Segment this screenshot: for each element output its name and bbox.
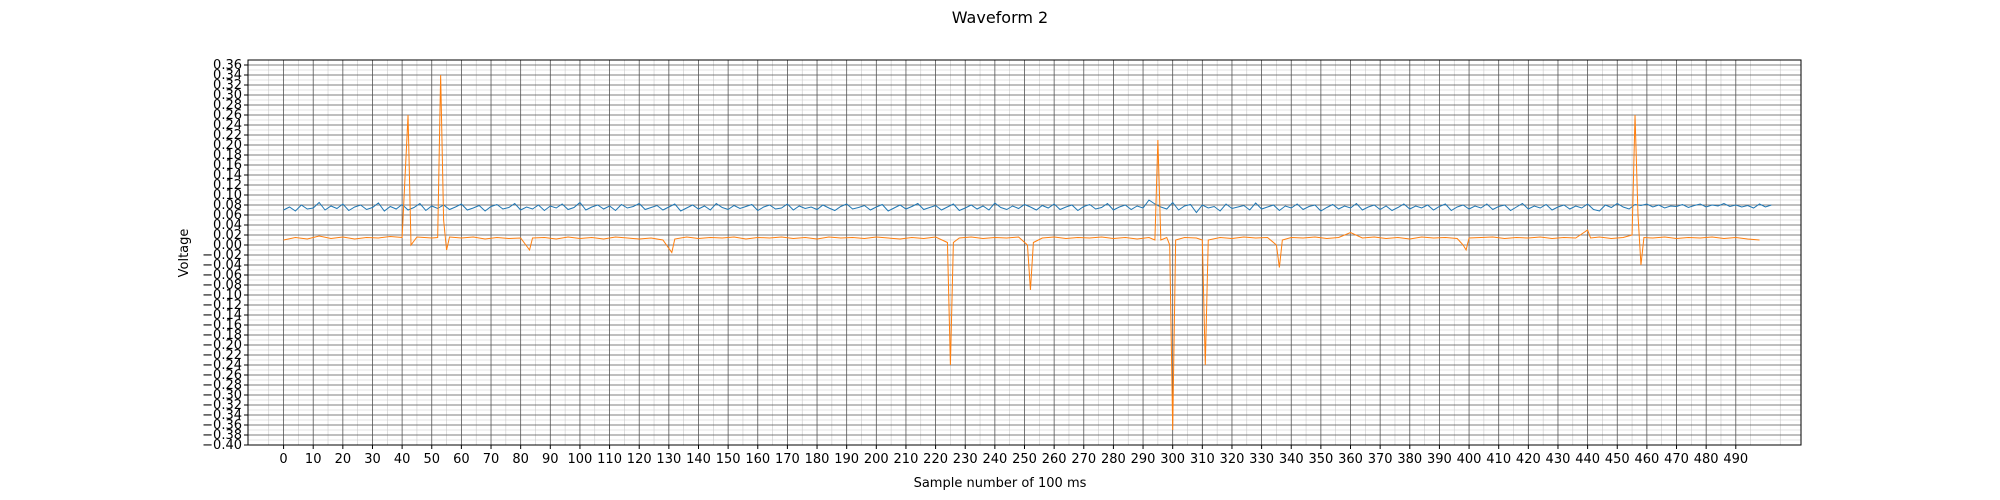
chart-title: Waveform 2 xyxy=(952,8,1048,27)
y-tick-label: 0.28 xyxy=(213,98,242,113)
x-tick-label: 410 xyxy=(1486,452,1511,467)
y-tick-label: −0.36 xyxy=(202,418,242,433)
x-tick-label: 40 xyxy=(394,452,411,467)
x-axis-label: Sample number of 100 ms xyxy=(914,476,1087,491)
y-tick-label: 0.34 xyxy=(213,68,242,83)
y-tick-label: −0.26 xyxy=(202,368,242,383)
x-tick-label: 460 xyxy=(1634,452,1659,467)
y-tick-label: 0.32 xyxy=(213,78,242,93)
y-tick-label: 0.20 xyxy=(213,138,242,153)
x-tick-label: 90 xyxy=(542,452,559,467)
x-tick-label: 230 xyxy=(953,452,978,467)
x-tick-label: 190 xyxy=(834,452,859,467)
x-tick-label: 240 xyxy=(982,452,1007,467)
y-tick-label: −0.06 xyxy=(202,268,242,283)
y-tick-label: −0.38 xyxy=(202,428,242,443)
series-line-series-2 xyxy=(283,74,1760,431)
y-tick-label: 0.36 xyxy=(213,58,242,73)
x-tick-label: 160 xyxy=(745,452,770,467)
x-tick-label: 30 xyxy=(364,452,381,467)
x-tick-label: 250 xyxy=(1012,452,1037,467)
y-tick-label: 0.00 xyxy=(213,238,242,253)
y-tick-label: 0.16 xyxy=(213,158,242,173)
x-tick-label: 290 xyxy=(1131,452,1156,467)
y-tick-label: −0.16 xyxy=(202,318,242,333)
x-tick-label: 300 xyxy=(1160,452,1185,467)
x-tick-label: 490 xyxy=(1723,452,1748,467)
x-tick-label: 80 xyxy=(512,452,529,467)
y-tick-label: 0.02 xyxy=(213,228,242,243)
x-tick-label: 200 xyxy=(864,452,889,467)
x-tick-label: 370 xyxy=(1368,452,1393,467)
x-tick-label: 360 xyxy=(1338,452,1363,467)
x-tick-label: 0 xyxy=(279,452,287,467)
y-tick-label: −0.08 xyxy=(202,278,242,293)
y-tick-label: −0.02 xyxy=(202,248,242,263)
y-tick-label: −0.10 xyxy=(202,288,242,303)
y-tick-label: 0.04 xyxy=(213,218,242,233)
series-layer xyxy=(283,74,1772,431)
grid xyxy=(248,59,1801,446)
y-tick-label: 0.10 xyxy=(213,188,242,203)
y-tick-label: −0.30 xyxy=(202,388,242,403)
x-tick-label: 310 xyxy=(1190,452,1215,467)
y-tick-label: 0.14 xyxy=(213,168,242,183)
x-tick-label: 280 xyxy=(1101,452,1126,467)
x-tick-label: 470 xyxy=(1664,452,1689,467)
x-tick-label: 10 xyxy=(305,452,322,467)
x-tick-label: 320 xyxy=(1220,452,1245,467)
x-tick-label: 110 xyxy=(597,452,622,467)
y-tick-label: 0.24 xyxy=(213,118,242,133)
y-axis: 0.360.340.320.300.280.260.240.220.200.18… xyxy=(202,58,248,453)
y-tick-label: 0.08 xyxy=(213,198,242,213)
y-tick-label: −0.24 xyxy=(202,358,242,373)
x-tick-label: 420 xyxy=(1516,452,1541,467)
series-line-series-1 xyxy=(283,199,1772,214)
y-tick-label: −0.12 xyxy=(202,298,242,313)
y-tick-label: −0.18 xyxy=(202,328,242,343)
x-tick-label: 450 xyxy=(1605,452,1630,467)
x-tick-label: 220 xyxy=(923,452,948,467)
x-tick-label: 390 xyxy=(1427,452,1452,467)
y-tick-label: −0.32 xyxy=(202,398,242,413)
x-tick-label: 260 xyxy=(1042,452,1067,467)
y-tick-label: 0.30 xyxy=(213,88,242,103)
y-tick-label: −0.34 xyxy=(202,408,242,423)
x-tick-label: 50 xyxy=(423,452,440,467)
x-tick-label: 350 xyxy=(1308,452,1333,467)
y-tick-label: −0.20 xyxy=(202,338,242,353)
y-tick-label: 0.22 xyxy=(213,128,242,143)
x-tick-label: 480 xyxy=(1694,452,1719,467)
x-tick-label: 70 xyxy=(483,452,500,467)
x-tick-label: 150 xyxy=(716,452,741,467)
x-tick-label: 380 xyxy=(1397,452,1422,467)
y-tick-label: −0.28 xyxy=(202,378,242,393)
y-tick-label: −0.22 xyxy=(202,348,242,363)
x-tick-label: 60 xyxy=(453,452,470,467)
x-tick-label: 430 xyxy=(1546,452,1571,467)
x-tick-label: 270 xyxy=(1071,452,1096,467)
y-tick-label: 0.18 xyxy=(213,148,242,163)
y-tick-label: −0.14 xyxy=(202,308,242,323)
y-axis-label: Voltage xyxy=(177,229,192,278)
x-tick-label: 120 xyxy=(627,452,652,467)
x-tick-label: 180 xyxy=(805,452,830,467)
x-tick-label: 440 xyxy=(1575,452,1600,467)
y-tick-label: 0.12 xyxy=(213,178,242,193)
x-tick-label: 140 xyxy=(686,452,711,467)
x-tick-label: 130 xyxy=(656,452,681,467)
y-tick-label: 0.06 xyxy=(213,208,242,223)
x-tick-label: 210 xyxy=(894,452,919,467)
x-tick-label: 170 xyxy=(775,452,800,467)
y-tick-label: −0.40 xyxy=(202,438,242,453)
x-tick-label: 100 xyxy=(568,452,593,467)
x-tick-label: 330 xyxy=(1249,452,1274,467)
y-tick-label: 0.26 xyxy=(213,108,242,123)
y-tick-label: −0.04 xyxy=(202,258,242,273)
x-axis: 0 10 20 30 40 50 60 70 80 90 100 110 120 130 140 150 160… xyxy=(279,445,1748,467)
x-tick-label: 340 xyxy=(1279,452,1304,467)
x-tick-label: 20 xyxy=(335,452,352,467)
x-tick-label: 400 xyxy=(1457,452,1482,467)
